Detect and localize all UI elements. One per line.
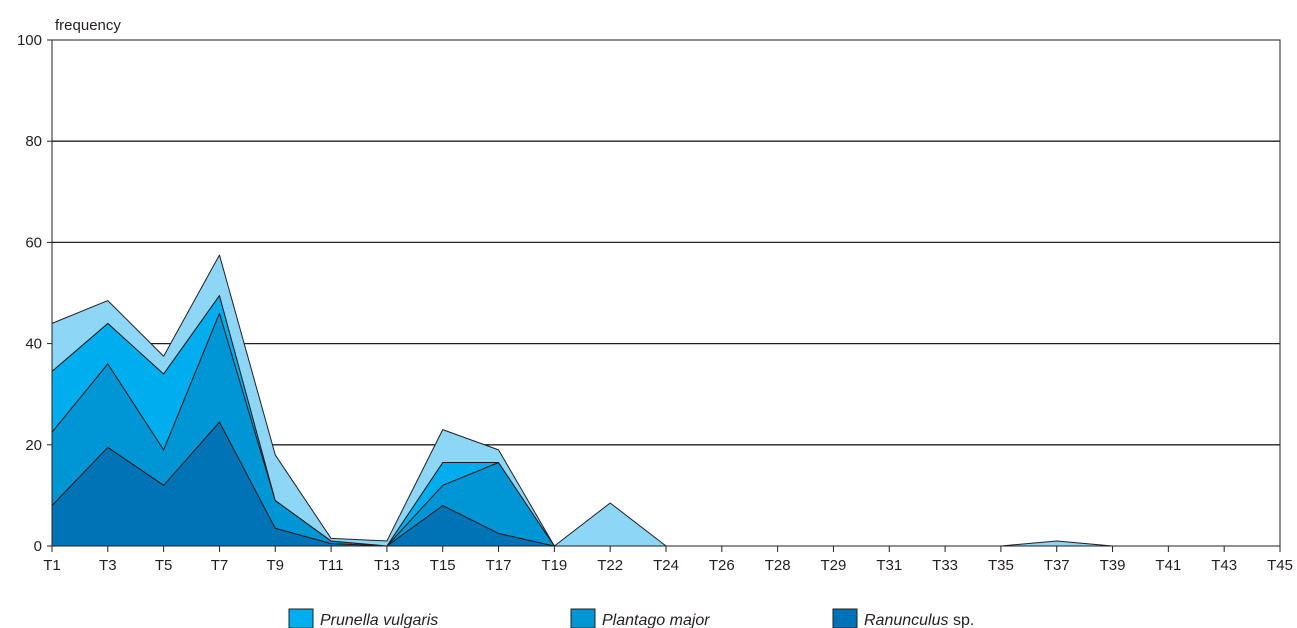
x-tick-label: T7 (211, 557, 229, 574)
x-tick-label: T15 (430, 557, 456, 574)
legend-item: Plantago major (570, 608, 710, 628)
x-tick-label: T13 (374, 557, 400, 574)
x-axis-ticks: T1 T3 T5 T7 T9 T11 T13 T15 T17 T19 T22 T24 T26 T28 T29… (43, 546, 1293, 574)
y-tick-label: 40 (25, 336, 42, 353)
legend-swatch (288, 608, 314, 628)
x-tick-label: T43 (1211, 557, 1237, 574)
x-tick-label: T41 (1155, 557, 1181, 574)
x-tick-label: T31 (876, 557, 902, 574)
area-series (51, 254, 1281, 547)
x-tick-label: T17 (486, 557, 512, 574)
y-tick-label: 60 (25, 234, 42, 251)
x-tick-label: T35 (988, 557, 1014, 574)
x-tick-label: T28 (765, 557, 791, 574)
legend-label: Prunella vulgaris (320, 612, 438, 628)
x-tick-label: T9 (267, 557, 285, 574)
legend-label: Plantago major (602, 612, 710, 628)
x-tick-label: T3 (99, 557, 117, 574)
y-axis-ticks: 0 20 40 60 80 100 (17, 32, 52, 555)
y-tick-label: 0 (34, 538, 42, 555)
x-tick-label: T33 (932, 557, 958, 574)
x-tick-label: T5 (155, 557, 173, 574)
legend: Prunella vulgaris Plantago major Ranunculu… (288, 608, 974, 628)
x-tick-label: T22 (597, 557, 623, 574)
y-tick-label: 100 (17, 32, 42, 49)
x-tick-label: T26 (709, 557, 735, 574)
x-tick-label: T24 (653, 557, 679, 574)
legend-item: Ranunculus sp. (832, 608, 974, 628)
legend-item: Prunella vulgaris (288, 608, 438, 628)
y-tick-label: 20 (25, 437, 42, 454)
x-tick-label: T45 (1267, 557, 1293, 574)
legend-swatch (832, 608, 858, 628)
y-axis-label: frequency (55, 17, 121, 34)
legend-swatch (570, 608, 596, 628)
gridlines (52, 140, 1280, 446)
x-tick-label: T29 (821, 557, 847, 574)
y-tick-label: 80 (25, 133, 42, 150)
x-tick-label: T1 (43, 557, 61, 574)
x-tick-label: T11 (319, 557, 344, 574)
x-tick-label: T37 (1044, 557, 1070, 574)
legend-label: Ranunculus sp. (864, 612, 974, 628)
x-tick-label: T19 (541, 557, 567, 574)
x-tick-label: T39 (1100, 557, 1126, 574)
